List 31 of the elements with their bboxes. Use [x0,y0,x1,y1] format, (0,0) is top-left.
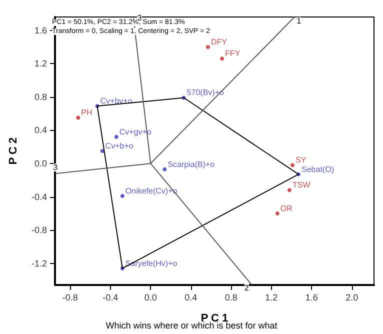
series-label: TSW [292,180,311,190]
series-label: Cv+b+o [105,142,134,150]
series-label: OR [280,204,293,213]
y-tick-label: 0.4 [34,125,47,136]
text: Which wins where or which is best for what [106,320,278,330]
x-tick-label: 0.0 [144,292,157,302]
series-label: Cv+bv+o [100,96,133,106]
y-tick-label: -0.8 [31,225,47,236]
series-label: FFY [225,49,241,58]
x-tick-label: 1.6 [305,292,318,302]
y-tick-label: 0.0 [34,158,47,168]
annotation: 3 [53,163,58,172]
x-tick-label: 1.2 [265,292,278,302]
series-label: PH [81,108,92,118]
y-tick-label: 1.2 [34,58,47,69]
annotation: 2 [244,284,250,293]
series-label: DFY [210,37,228,46]
y-tick-label: -1.2 [31,258,47,268]
x-tick-label: -0.8 [62,292,78,302]
x-tick-label: 0.4 [184,292,198,302]
y-tick-label: -0.4 [31,192,47,202]
x-tick-label: -0.4 [102,292,118,302]
series-label: Scarpia(B)+o [168,160,216,169]
x-tick-label: 2.0 [346,292,358,302]
annotation: 1 [296,16,302,26]
series-label: Sebat(O) [302,164,334,174]
series-label: SY [295,156,307,165]
y-tick-label: 1.6 [34,25,47,36]
y-axis-title: P C 2 [8,137,20,165]
y-tick-label: 0.8 [34,92,47,102]
x-tick-label: 0.8 [224,292,238,302]
